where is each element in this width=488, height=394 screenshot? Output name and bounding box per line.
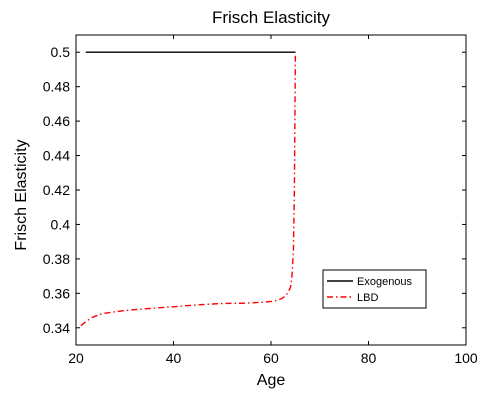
y-tick-label: 0.42: [43, 182, 70, 198]
y-tick-label: 0.4: [51, 216, 71, 232]
y-tick-label: 0.38: [43, 251, 70, 267]
legend: Exogenous LBD: [322, 269, 427, 309]
y-tick-label: 0.48: [43, 79, 70, 95]
legend-box: [322, 269, 427, 309]
y-tick-label: 0.46: [43, 113, 70, 129]
chart-title: Frisch Elasticity: [212, 8, 331, 27]
series-layer: [80, 51, 297, 327]
x-tick-label: 40: [166, 350, 182, 366]
legend-label: LBD: [357, 292, 378, 304]
x-tick-label: 100: [454, 350, 478, 366]
y-axis-ticks: 0.34 0.36 0.38 0.4 0.42 0.44 0.46 0.48 0.5: [43, 44, 466, 336]
x-axis-label: Age: [257, 372, 286, 389]
y-tick-label: 0.36: [43, 285, 70, 301]
series-line-lbd: [80, 52, 297, 327]
y-tick-label: 0.34: [43, 320, 70, 336]
y-tick-label: 0.44: [43, 148, 70, 164]
x-tick-label: 60: [263, 350, 279, 366]
y-tick-label: 0.5: [51, 44, 71, 60]
x-tick-label: 20: [68, 350, 84, 366]
x-axis-ticks: 20 40 60 80 100: [68, 35, 478, 366]
x-tick-label: 80: [361, 350, 377, 366]
legend-label: Exogenous: [357, 276, 413, 288]
y-axis-label: Frisch Elasticity: [13, 139, 30, 250]
